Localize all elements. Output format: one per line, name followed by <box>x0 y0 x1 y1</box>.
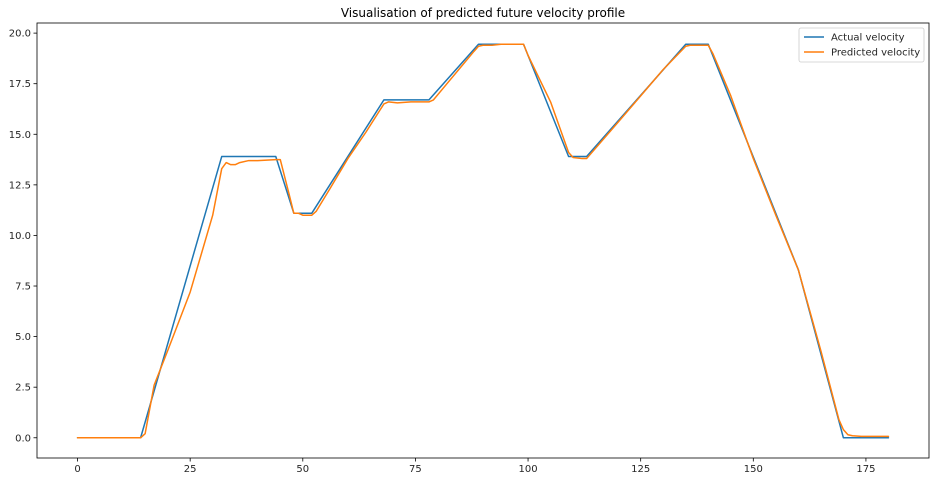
y-tick-label: 20.0 <box>9 29 31 40</box>
y-tick-label: 15.0 <box>9 130 31 141</box>
y-tick-label: 10.0 <box>9 231 31 242</box>
legend: Actual velocity Predicted velocity <box>798 27 925 63</box>
x-tick-label: 175 <box>856 464 875 475</box>
x-tick-label: 150 <box>744 464 763 475</box>
x-tick-label: 25 <box>184 464 197 475</box>
axes-frame <box>36 22 930 459</box>
legend-box <box>798 27 925 63</box>
series-line-predicted-velocity <box>76 43 890 439</box>
x-tick-label: 75 <box>409 464 422 475</box>
y-tick-label: 0.0 <box>15 433 31 444</box>
x-tick-label: 100 <box>519 464 538 475</box>
y-tick-label: 2.5 <box>15 383 31 394</box>
plot-area <box>36 22 930 459</box>
x-tick-label: 0 <box>74 464 80 475</box>
chart-title: Visualisation of predicted future veloci… <box>341 6 625 20</box>
y-axis: 0.0 2.5 5.0 7.5 10.0 12.5 15.0 17.5 20.0 <box>9 29 37 444</box>
x-tick-label: 50 <box>296 464 309 475</box>
x-axis: 0 25 50 75 100 125 150 175 <box>74 458 875 475</box>
legend-label: Predicted velocity <box>831 48 920 59</box>
y-tick-label: 7.5 <box>15 282 31 293</box>
x-tick-label: 125 <box>631 464 650 475</box>
series-line-actual-velocity <box>76 43 890 439</box>
series-lines <box>76 43 890 439</box>
y-tick-label: 12.5 <box>9 180 31 191</box>
y-tick-label: 17.5 <box>9 79 31 90</box>
legend-label: Actual velocity <box>831 33 905 44</box>
y-tick-label: 5.0 <box>15 332 31 343</box>
